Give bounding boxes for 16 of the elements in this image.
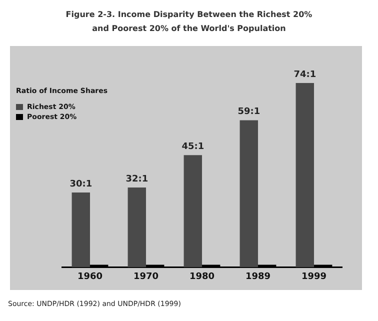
bar	[184, 155, 202, 268]
data-label: 45:1	[182, 142, 204, 152]
data-label: 59:1	[238, 107, 260, 118]
x-tick-label: 1970	[133, 272, 159, 282]
data-label: 74:1	[294, 70, 316, 80]
bar	[240, 120, 258, 268]
data-label: 32:1	[126, 174, 148, 184]
x-tick-label: 1999	[301, 272, 327, 282]
x-tick-label: 1960	[77, 272, 103, 282]
x-tick-label: 1989	[245, 272, 271, 282]
bar	[296, 82, 314, 268]
bar	[128, 188, 146, 268]
chart-title: Figure 2-3. Income Disparity Between the Richest 20% and Poorest 20% of the World's Population	[64, 9, 314, 35]
data-label: 30:1	[70, 179, 92, 190]
x-tick-label: 1980	[189, 272, 215, 282]
bar	[72, 192, 90, 268]
